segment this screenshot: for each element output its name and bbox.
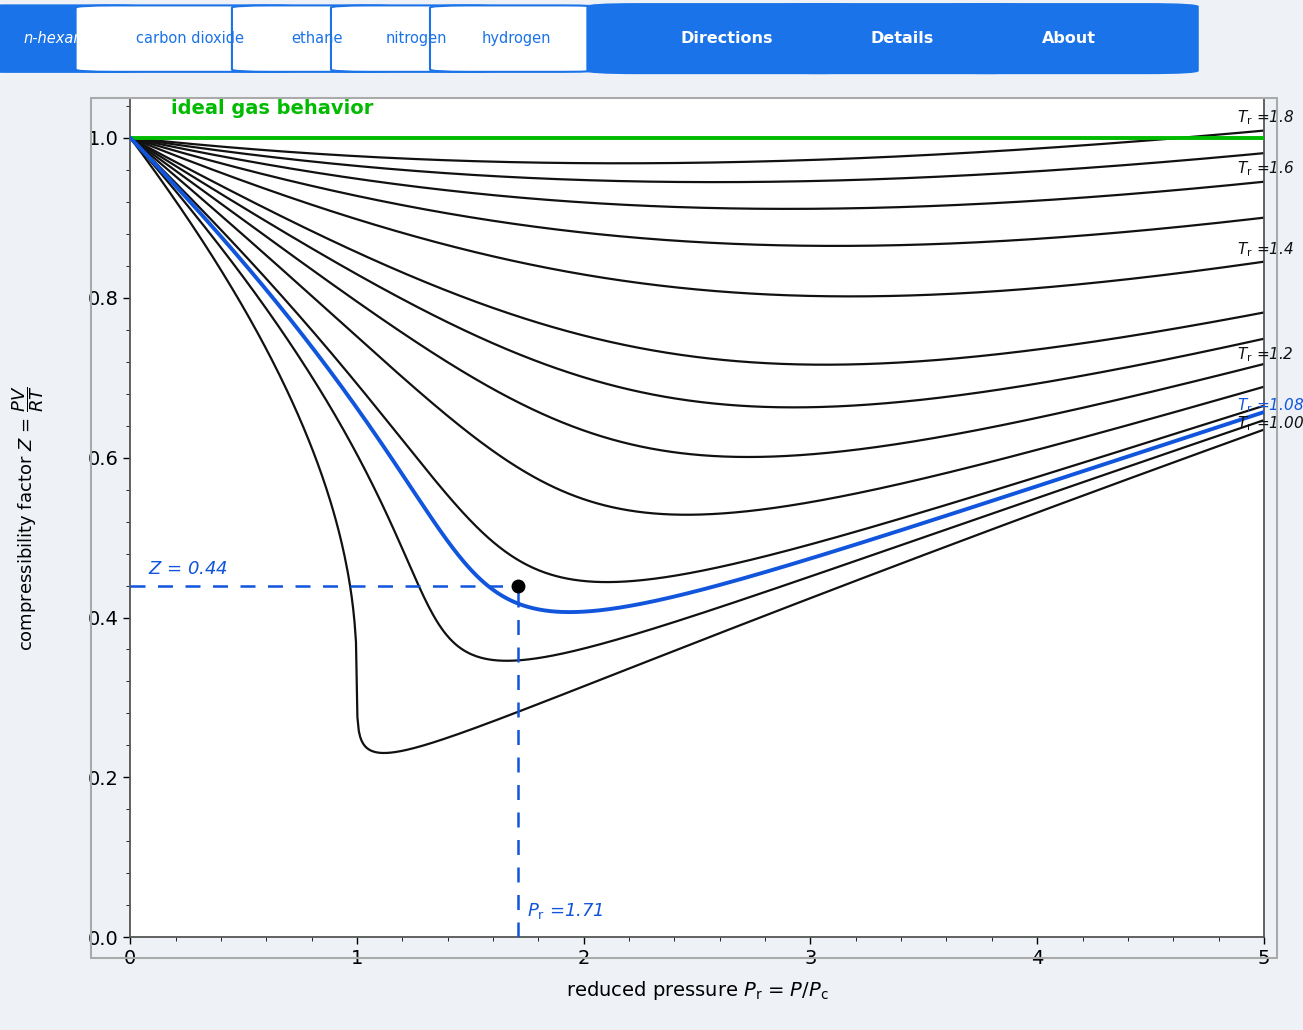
Text: compressibility factor $Z$ = $\dfrac{PV}{RT}$: compressibility factor $Z$ = $\dfrac{PV}… xyxy=(10,384,47,651)
Text: $T_{\rm r}$ =1.2: $T_{\rm r}$ =1.2 xyxy=(1237,346,1294,365)
FancyBboxPatch shape xyxy=(586,3,866,74)
FancyBboxPatch shape xyxy=(0,5,147,72)
Text: ethane: ethane xyxy=(291,31,343,46)
Text: ideal gas behavior: ideal gas behavior xyxy=(171,99,374,117)
Text: $T_{\rm r}$ =1.00: $T_{\rm r}$ =1.00 xyxy=(1237,414,1303,433)
Text: $T_{\rm r}$ =1.8: $T_{\rm r}$ =1.8 xyxy=(1237,108,1294,127)
Text: About: About xyxy=(1041,31,1096,46)
Text: hydrogen: hydrogen xyxy=(481,31,551,46)
FancyBboxPatch shape xyxy=(938,3,1199,74)
Text: Details: Details xyxy=(870,31,934,46)
Text: $T_{\rm r}$ =1.4: $T_{\rm r}$ =1.4 xyxy=(1237,240,1294,260)
Text: $P_{\rm r}$ =1.71: $P_{\rm r}$ =1.71 xyxy=(526,901,603,921)
Text: carbon dioxide: carbon dioxide xyxy=(136,31,244,46)
Text: $Z$ = 0.44: $Z$ = 0.44 xyxy=(149,559,228,578)
Text: nitrogen: nitrogen xyxy=(386,31,447,46)
Text: n-hexane: n-hexane xyxy=(23,31,91,46)
Text: $T_{\rm r}$ =1.08: $T_{\rm r}$ =1.08 xyxy=(1237,396,1303,415)
Text: Directions: Directions xyxy=(680,31,773,46)
FancyBboxPatch shape xyxy=(331,5,502,72)
FancyBboxPatch shape xyxy=(771,3,1033,74)
FancyBboxPatch shape xyxy=(76,5,304,72)
Text: $T_{\rm r}$ =1.6: $T_{\rm r}$ =1.6 xyxy=(1237,160,1294,178)
FancyBboxPatch shape xyxy=(232,5,401,72)
FancyBboxPatch shape xyxy=(430,5,602,72)
X-axis label: reduced pressure $P_{\rm r}$ = $P/P_{\rm c}$: reduced pressure $P_{\rm r}$ = $P/P_{\rm… xyxy=(566,980,829,1002)
